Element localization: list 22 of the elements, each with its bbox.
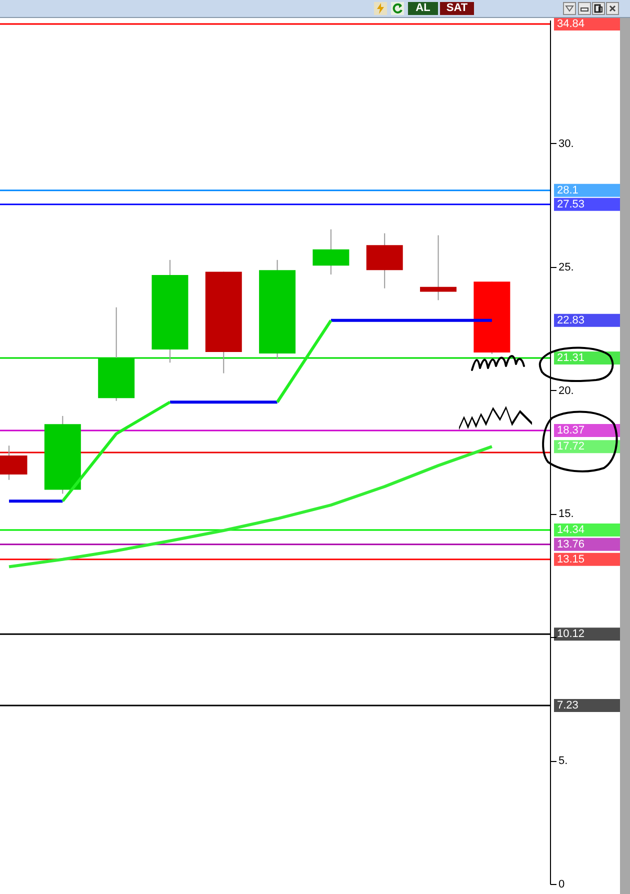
- ref-line-label: 13.76: [557, 538, 585, 550]
- ref-line-label: 34.84: [557, 18, 585, 30]
- ref-line-label: 21.31: [557, 352, 585, 364]
- ref-line-label: 18.37: [557, 424, 585, 437]
- y-tick-label: 0: [558, 878, 565, 890]
- ref-line-label: 10.12: [557, 628, 585, 640]
- y-tick-label: 25.: [558, 261, 574, 274]
- text: 17.72: [557, 440, 585, 453]
- ref-line-label: 28.1: [557, 184, 578, 196]
- text: SAT: [440, 2, 474, 15]
- y-tick-label: 15.: [558, 508, 574, 520]
- ref-line-label: 7.23: [557, 700, 578, 712]
- text: 22.83: [557, 314, 585, 326]
- y-tick-label: 30.: [558, 138, 574, 150]
- y-tick-label: 20.: [558, 384, 574, 397]
- text: AL: [408, 2, 438, 15]
- ref-line-label: 14.34: [557, 524, 585, 536]
- y-tick-label: 5.: [558, 755, 568, 768]
- line-series: [8, 445, 494, 568]
- ref-line-label: 27.53: [557, 198, 585, 210]
- candlestick: [420, 234, 457, 301]
- ref-line-label: 13.15: [557, 553, 585, 566]
